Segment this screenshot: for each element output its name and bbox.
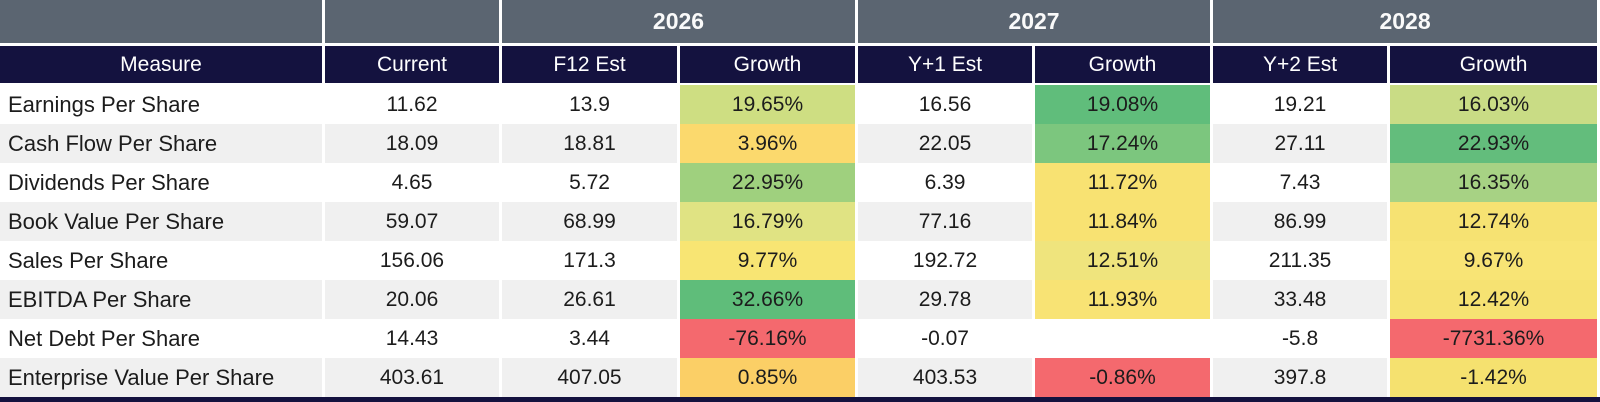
value-cell: 7.43 xyxy=(1213,163,1391,202)
growth-cell: 0.85% xyxy=(680,358,859,397)
value-cell: 16.56 xyxy=(858,85,1036,124)
table-row: EBITDA Per Share 20.06 26.61 32.66% 29.78 11.… xyxy=(0,280,1600,319)
value-cell: 18.09 xyxy=(325,124,502,163)
measure-cell: Sales Per Share xyxy=(0,241,325,280)
value-cell xyxy=(1035,319,1214,358)
measure-cell: Cash Flow Per Share xyxy=(0,124,325,163)
measure-cell: Book Value Per Share xyxy=(0,202,325,241)
measure-cell: Enterprise Value Per Share xyxy=(0,358,325,397)
growth-cell: 11.84% xyxy=(1035,202,1214,241)
year-header-2026: 2026 xyxy=(502,0,859,46)
table-row: Sales Per Share 156.06 171.3 9.77% 192.72 12.… xyxy=(0,241,1600,280)
year-header-2028: 2028 xyxy=(1213,0,1600,46)
growth-cell: 11.93% xyxy=(1035,280,1214,319)
table-row: Earnings Per Share 11.62 13.9 19.65% 16.56 19… xyxy=(0,85,1600,124)
year-header-2027: 2027 xyxy=(858,0,1214,46)
value-cell: -5.8 xyxy=(1213,319,1391,358)
table-row: Dividends Per Share 4.65 5.72 22.95% 6.39 11.… xyxy=(0,163,1600,202)
value-cell: 33.48 xyxy=(1213,280,1391,319)
growth-cell: 19.65% xyxy=(680,85,859,124)
year-band-row: 2026 2027 2028 xyxy=(0,0,1600,46)
value-cell: 11.62 xyxy=(325,85,502,124)
value-cell: 77.16 xyxy=(858,202,1036,241)
growth-cell: 22.95% xyxy=(680,163,859,202)
table-row: Net Debt Per Share 14.43 3.44 -76.16% -0.07 -… xyxy=(0,319,1600,358)
growth-cell: 16.35% xyxy=(1390,163,1600,202)
value-cell: 156.06 xyxy=(325,241,502,280)
column-header-growth-2026: Growth xyxy=(680,46,859,85)
value-cell: 4.65 xyxy=(325,163,502,202)
value-cell: 6.39 xyxy=(858,163,1036,202)
value-cell: 26.61 xyxy=(502,280,680,319)
value-cell: 13.9 xyxy=(502,85,680,124)
measure-cell: Dividends Per Share xyxy=(0,163,325,202)
table-row: Book Value Per Share 59.07 68.99 16.79% 77.1… xyxy=(0,202,1600,241)
growth-cell: 17.24% xyxy=(1035,124,1214,163)
growth-cell: -7731.36% xyxy=(1390,319,1600,358)
spacer-cell-measure xyxy=(0,0,325,46)
growth-cell: 11.72% xyxy=(1035,163,1214,202)
table-row: Enterprise Value Per Share 403.61 407.05 0.… xyxy=(0,358,1600,397)
value-cell: 3.44 xyxy=(502,319,680,358)
column-header-y1-est: Y+1 Est xyxy=(858,46,1036,85)
measure-cell: EBITDA Per Share xyxy=(0,280,325,319)
growth-cell: 16.79% xyxy=(680,202,859,241)
column-header-y2-est: Y+2 Est xyxy=(1213,46,1391,85)
growth-cell: 32.66% xyxy=(680,280,859,319)
value-cell: 18.81 xyxy=(502,124,680,163)
growth-cell: -76.16% xyxy=(680,319,859,358)
measure-cell: Net Debt Per Share xyxy=(0,319,325,358)
value-cell: 407.05 xyxy=(502,358,680,397)
value-cell: 27.11 xyxy=(1213,124,1391,163)
growth-cell: 22.93% xyxy=(1390,124,1600,163)
column-header-growth-2028: Growth xyxy=(1390,46,1600,85)
value-cell: 397.8 xyxy=(1213,358,1391,397)
growth-cell: 12.42% xyxy=(1390,280,1600,319)
growth-cell: 9.77% xyxy=(680,241,859,280)
value-cell: 19.21 xyxy=(1213,85,1391,124)
value-cell: 29.78 xyxy=(858,280,1036,319)
value-cell: -0.07 xyxy=(858,319,1036,358)
column-header-measure: Measure xyxy=(0,46,325,85)
value-cell: 68.99 xyxy=(502,202,680,241)
value-cell: 5.72 xyxy=(502,163,680,202)
table-body: Earnings Per Share 11.62 13.9 19.65% 16.56 19… xyxy=(0,85,1600,397)
growth-cell: 19.08% xyxy=(1035,85,1214,124)
growth-cell: -1.42% xyxy=(1390,358,1600,397)
value-cell: 20.06 xyxy=(325,280,502,319)
value-cell: 59.07 xyxy=(325,202,502,241)
value-cell: 403.53 xyxy=(858,358,1036,397)
growth-cell: 16.03% xyxy=(1390,85,1600,124)
measure-cell: Earnings Per Share xyxy=(0,85,325,124)
spacer-cell-current xyxy=(325,0,502,46)
value-cell: 403.61 xyxy=(325,358,502,397)
value-cell: 86.99 xyxy=(1213,202,1391,241)
column-header-row: Measure Current F12 Est Growth Y+1 Est G… xyxy=(0,46,1600,85)
column-header-growth-2027: Growth xyxy=(1035,46,1214,85)
value-cell: 14.43 xyxy=(325,319,502,358)
column-header-current: Current xyxy=(325,46,502,85)
growth-cell: 12.51% xyxy=(1035,241,1214,280)
growth-cell: 9.67% xyxy=(1390,241,1600,280)
growth-cell: 12.74% xyxy=(1390,202,1600,241)
value-cell: 22.05 xyxy=(858,124,1036,163)
growth-cell: -0.86% xyxy=(1035,358,1214,397)
value-cell: 211.35 xyxy=(1213,241,1391,280)
growth-cell: 3.96% xyxy=(680,124,859,163)
table-row: Cash Flow Per Share 18.09 18.81 3.96% 22.05 1… xyxy=(0,124,1600,163)
value-cell: 171.3 xyxy=(502,241,680,280)
column-header-f12-est: F12 Est xyxy=(502,46,680,85)
value-cell: 192.72 xyxy=(858,241,1036,280)
